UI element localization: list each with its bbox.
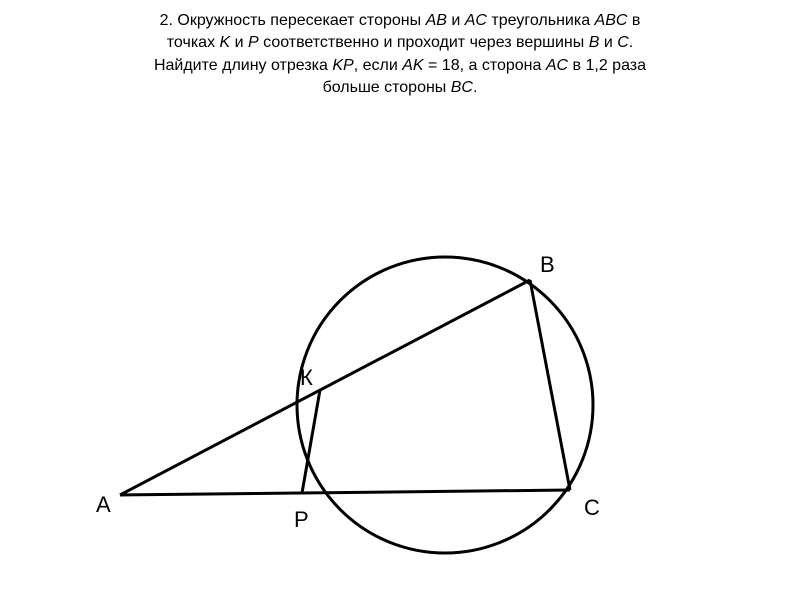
geometry-diagram: A B C К P xyxy=(0,100,800,570)
line-BC xyxy=(530,280,570,490)
var-P: P xyxy=(248,34,259,51)
point-label-K: К xyxy=(300,365,313,391)
point-label-B: B xyxy=(540,252,555,278)
point-label-P: P xyxy=(294,507,309,533)
text: и xyxy=(230,34,248,51)
line-AB xyxy=(120,280,530,495)
var-AB: AB xyxy=(426,12,447,29)
text: , если xyxy=(354,57,403,74)
circle xyxy=(297,257,593,553)
text: и xyxy=(599,34,617,51)
point-label-C: C xyxy=(584,495,600,521)
point-label-A: A xyxy=(96,492,111,518)
text: больше стороны xyxy=(323,79,451,96)
var-AK: AK xyxy=(402,57,423,74)
var-B: B xyxy=(589,34,600,51)
text: Найдите длину отрезка xyxy=(154,57,332,74)
text: и xyxy=(447,12,465,29)
var-C: C xyxy=(617,34,629,51)
line-AC xyxy=(120,490,570,495)
text: в xyxy=(627,12,640,29)
text: . xyxy=(473,79,477,96)
text: Окружность пересекает стороны xyxy=(177,12,425,29)
var-BC: BC xyxy=(451,79,473,96)
var-AC: AC xyxy=(465,12,487,29)
diagram-svg xyxy=(0,100,800,570)
text: = 18, а сторона xyxy=(424,57,546,74)
lines-group xyxy=(120,280,570,495)
var-ABC: ABC xyxy=(595,12,628,29)
text: соответственно и проходит через вершины xyxy=(259,34,589,51)
text: треугольника xyxy=(487,12,595,29)
var-AC2: AC xyxy=(546,57,568,74)
text: . xyxy=(629,34,633,51)
var-K: K xyxy=(220,34,231,51)
problem-number: 2. xyxy=(160,12,173,29)
text: в 1,2 раза xyxy=(568,57,646,74)
text: точках xyxy=(167,34,220,51)
var-KP: KP xyxy=(332,57,353,74)
problem-statement: 2. Окружность пересекает стороны AB и AC… xyxy=(0,0,800,100)
